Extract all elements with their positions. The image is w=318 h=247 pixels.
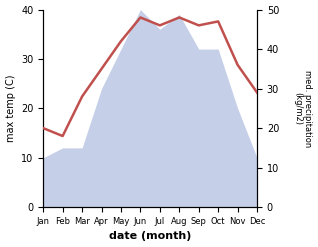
Y-axis label: max temp (C): max temp (C) xyxy=(5,75,16,142)
Y-axis label: med. precipitation
(kg/m2): med. precipitation (kg/m2) xyxy=(293,70,313,147)
X-axis label: date (month): date (month) xyxy=(109,231,191,242)
